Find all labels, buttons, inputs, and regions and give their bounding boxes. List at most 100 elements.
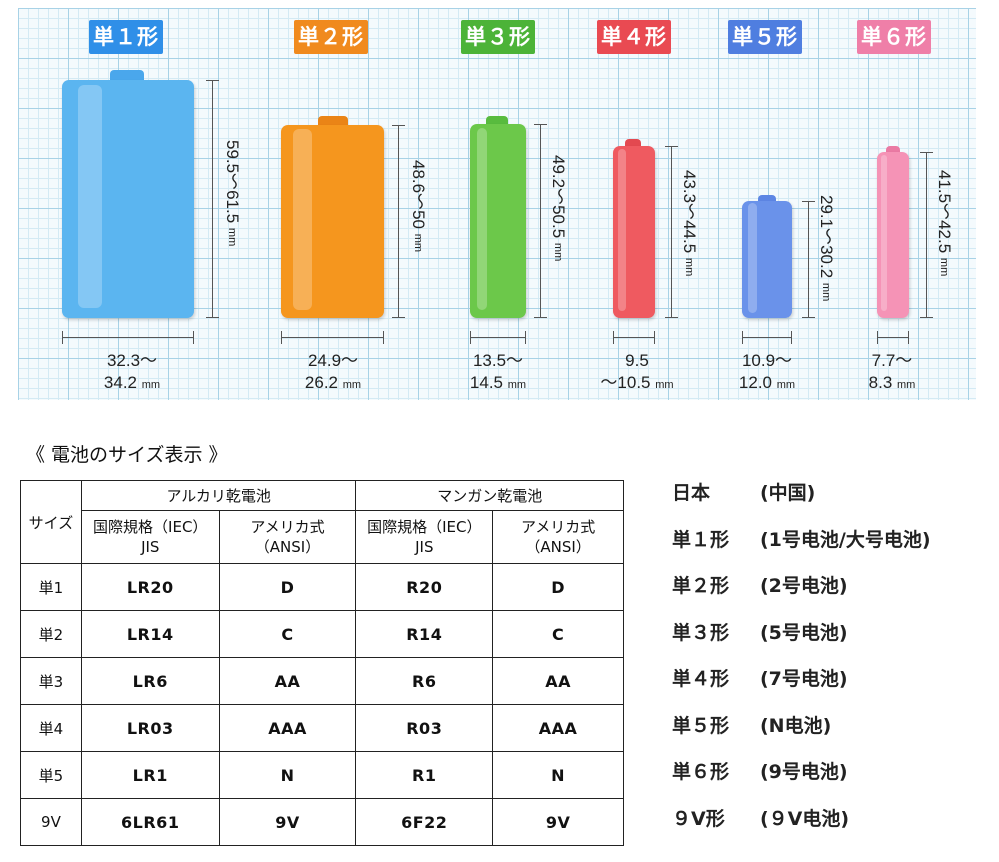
height-dimension-line bbox=[206, 80, 219, 318]
table-cell: C bbox=[492, 610, 624, 658]
tag-n-size: 単５形 bbox=[728, 20, 802, 54]
table-cell: C bbox=[218, 610, 357, 658]
table-cell: R03 bbox=[355, 704, 494, 752]
table-cell: 6LR61 bbox=[80, 798, 220, 846]
ansi-header: アメリカ式 （ANSI） bbox=[492, 510, 624, 564]
table-cell: 9V bbox=[218, 798, 357, 846]
japanese-name: 単３形 bbox=[672, 621, 730, 644]
table-row: 9V 6LR61 9V 6F22 9V bbox=[20, 798, 624, 846]
chinese-name: (N电池) bbox=[760, 714, 832, 737]
table-cell: N bbox=[492, 751, 624, 799]
section-heading: 《 電池のサイズ表示 》 bbox=[26, 444, 228, 466]
chinese-name: (9号电池) bbox=[760, 761, 848, 783]
width-dimension-line bbox=[877, 331, 909, 344]
aaaa-height-label: 41.5～42.5 mm bbox=[935, 170, 954, 277]
aaaa-battery-illustration bbox=[877, 152, 909, 318]
list-item: 単５形 (N电池) bbox=[672, 711, 992, 758]
tag-aa-size: 単３形 bbox=[461, 20, 535, 54]
d-width-label: 32.3～ 34.2 mm bbox=[103, 351, 161, 392]
size-cell: 単5 bbox=[20, 751, 82, 799]
table-cell: N bbox=[218, 751, 357, 799]
size-header: サイズ bbox=[20, 480, 82, 564]
list-item: 日本 (中国) bbox=[672, 478, 992, 525]
size-cell: 単1 bbox=[20, 563, 82, 611]
japanese-name: 単５形 bbox=[672, 714, 730, 737]
battery-terminal bbox=[758, 195, 776, 203]
table-cell: D bbox=[218, 563, 357, 611]
size-cell: 単3 bbox=[20, 657, 82, 705]
alkaline-header: アルカリ乾電池 bbox=[80, 480, 357, 511]
height-dimension-line bbox=[534, 124, 547, 318]
japanese-name: 単２形 bbox=[672, 575, 730, 597]
chinese-name: (1号电池/大号电池) bbox=[760, 528, 931, 551]
japan-china-name-mapping: 日本 (中国) 単１形 (1号电池/大号电池) 単２形 (2号电池) 単３形 (5号电池… bbox=[672, 478, 992, 850]
japanese-name: ９V形 bbox=[672, 807, 725, 830]
d-battery-illustration bbox=[62, 80, 194, 318]
battery-terminal bbox=[886, 146, 900, 154]
tag-aaa-size: 単４形 bbox=[597, 20, 671, 54]
tag-aaaa-size: 単６形 bbox=[857, 20, 931, 54]
c-width-label: 24.9～ 26.2 mm bbox=[304, 351, 362, 392]
chinese-name: (中国) bbox=[760, 482, 816, 504]
size-cell: 9V bbox=[20, 798, 82, 846]
japanese-name: 単１形 bbox=[672, 528, 730, 551]
list-item: 単６形 (9号电池) bbox=[672, 757, 992, 804]
tag-c-size: 単２形 bbox=[294, 20, 368, 54]
table-row: 単1 LR20 D R20 D bbox=[20, 563, 624, 611]
table-cell: LR1 bbox=[80, 751, 220, 799]
table-cell: AAA bbox=[492, 704, 624, 752]
table-row: 単2 LR14 C R14 C bbox=[20, 610, 624, 658]
table-cell: LR20 bbox=[80, 563, 220, 611]
table-cell: LR14 bbox=[80, 610, 220, 658]
width-dimension-line bbox=[281, 331, 384, 344]
aaa-height-label: 43.3～44.5 mm bbox=[680, 170, 699, 277]
width-dimension-line bbox=[613, 331, 655, 344]
width-dimension-line bbox=[62, 331, 194, 344]
iec-jis-header: 国際規格（IEC） JIS bbox=[355, 510, 494, 564]
list-item: ９V形 (９V电池) bbox=[672, 804, 992, 851]
list-item: 単２形 (2号电池) bbox=[672, 571, 992, 618]
chinese-name: (7号电池) bbox=[760, 668, 848, 690]
table-row: 単4 LR03 AAA R03 AAA bbox=[20, 704, 624, 752]
table-cell: LR6 bbox=[80, 657, 220, 705]
aa-width-label: 13.5～ 14.5 mm bbox=[469, 351, 527, 392]
japanese-name: 単６形 bbox=[672, 761, 730, 783]
ansi-header: アメリカ式 （ANSI） bbox=[218, 510, 357, 564]
n-width-label: 10.9～ 12.0 mm bbox=[738, 351, 796, 392]
height-dimension-line bbox=[392, 125, 405, 318]
table-cell: R14 bbox=[355, 610, 494, 658]
japanese-name: 日本 bbox=[672, 482, 711, 504]
table-cell: R6 bbox=[355, 657, 494, 705]
n-battery-illustration bbox=[742, 201, 792, 318]
height-dimension-line bbox=[665, 146, 678, 318]
battery-terminal bbox=[318, 116, 348, 127]
battery-terminal bbox=[625, 139, 641, 148]
chinese-name: (2号电池) bbox=[760, 575, 848, 597]
d-height-label: 59.5～61.5 mm bbox=[223, 140, 242, 247]
aaa-battery-illustration bbox=[613, 146, 655, 318]
table-row: 単5 LR1 N R1 N bbox=[20, 751, 624, 799]
manganese-header: マンガン乾電池 bbox=[355, 480, 624, 511]
japanese-name: 単４形 bbox=[672, 668, 730, 690]
chinese-name: (5号电池) bbox=[760, 621, 848, 644]
aa-height-label: 49.2～50.5 mm bbox=[549, 155, 568, 262]
height-dimension-line bbox=[920, 152, 933, 318]
c-height-label: 48.6～50 mm bbox=[409, 160, 428, 253]
n-height-label: 29.1～30.2 mm bbox=[817, 195, 836, 302]
list-item: 単４形 (7号电池) bbox=[672, 664, 992, 711]
list-item: 単３形 (5号电池) bbox=[672, 618, 992, 665]
table-cell: AAA bbox=[218, 704, 357, 752]
size-cell: 単4 bbox=[20, 704, 82, 752]
battery-terminal bbox=[486, 116, 508, 126]
c-battery-illustration bbox=[281, 125, 384, 318]
table-row: 単3 LR6 AA R6 AA bbox=[20, 657, 624, 705]
table-cell: D bbox=[492, 563, 624, 611]
battery-code-table: サイズ アルカリ乾電池 マンガン乾電池 国際規格（IEC） JIS アメリカ式 （A… bbox=[20, 480, 624, 846]
aa-battery-illustration bbox=[470, 124, 526, 318]
aaa-width-label: 9.5 ～10.5 mm bbox=[600, 351, 674, 392]
battery-terminal bbox=[110, 70, 144, 82]
width-dimension-line bbox=[742, 331, 792, 344]
table-cell: 6F22 bbox=[355, 798, 494, 846]
tag-d-size: 単１形 bbox=[89, 20, 163, 54]
height-dimension-line bbox=[802, 201, 815, 318]
